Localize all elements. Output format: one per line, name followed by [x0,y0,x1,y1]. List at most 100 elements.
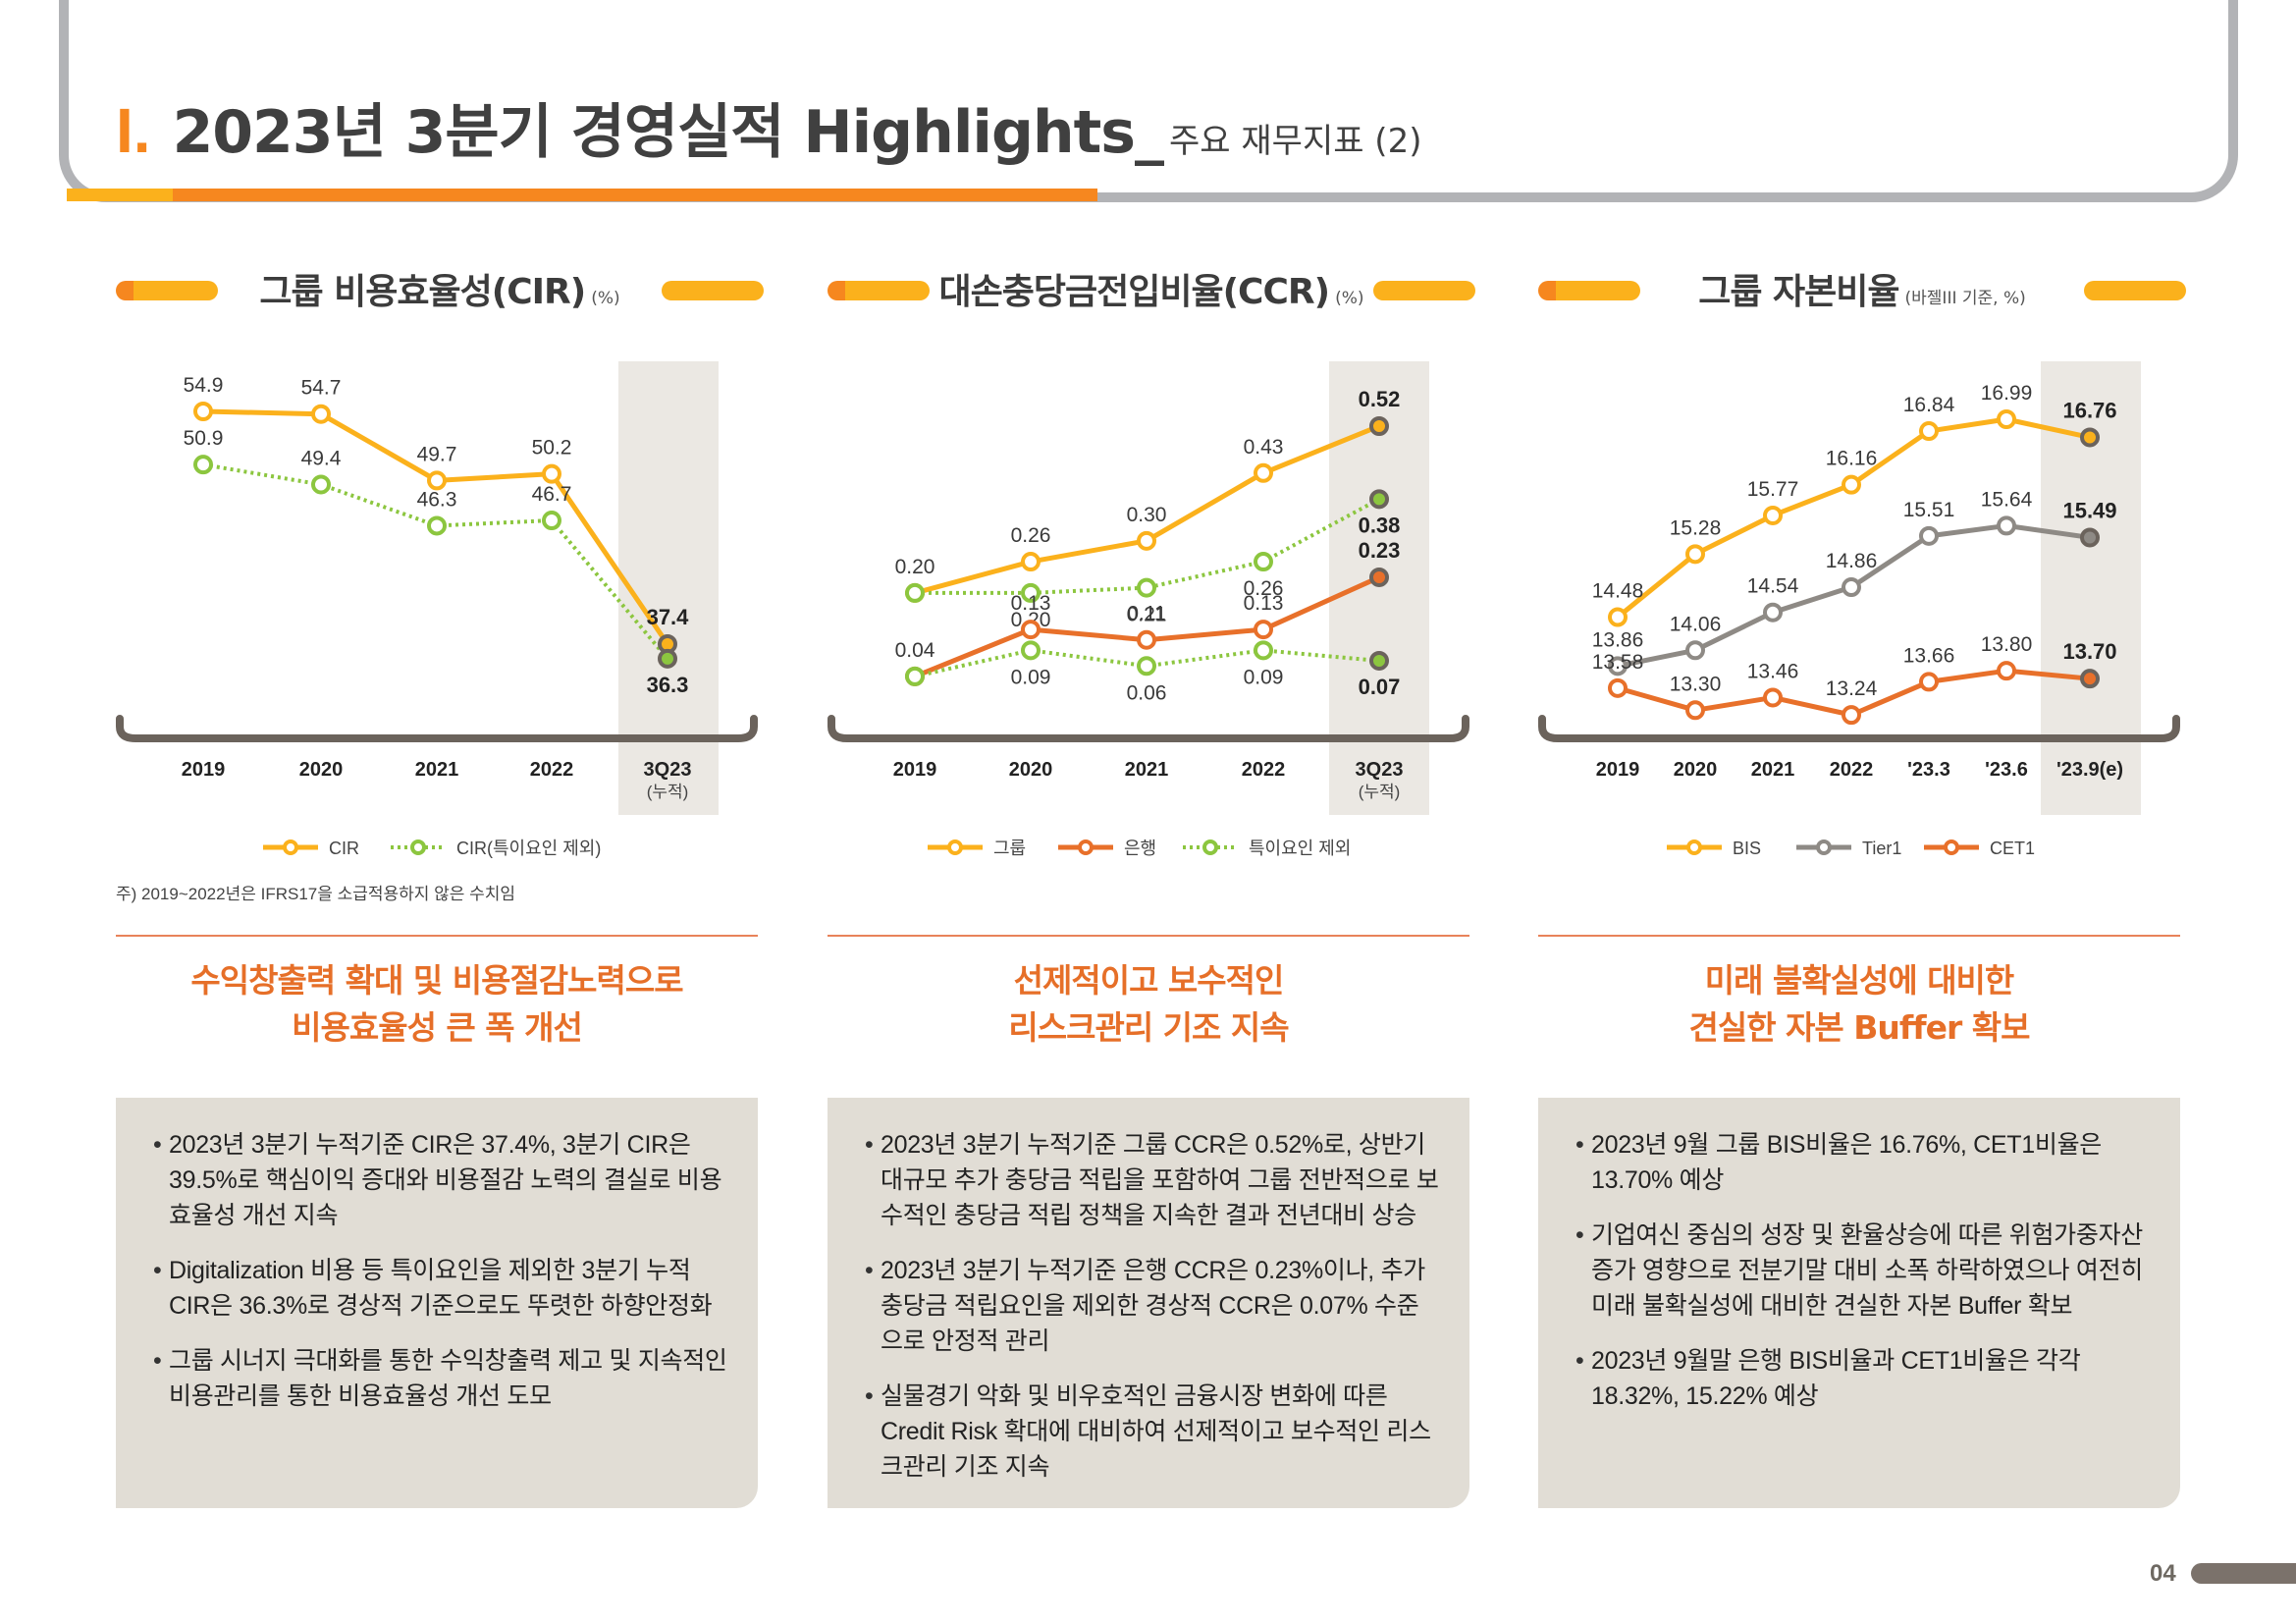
data-label: 0.13 [1244,592,1284,615]
x-tick-label: 2022 [1242,759,1286,781]
data-label: 0.21 [1127,604,1167,626]
summary-box-cir: 2023년 3분기 누적기준 CIR은 37.4%, 3분기 CIR은 39.5… [116,1098,758,1508]
data-label: 13.30 [1670,673,1722,695]
legend-marker [1686,839,1702,855]
data-label: 0.30 [1127,504,1167,526]
data-label: 37.4 [647,605,690,629]
data-point [1021,552,1041,572]
data-point [1608,677,1628,698]
legend-label: CET1 [1990,839,2035,858]
x-tick-label: 2021 [1125,759,1169,781]
bullet-item: 2023년 3분기 누적기준 은행 CCR은 0.23%이나, 추가 충당금 적… [865,1253,1440,1359]
data-label: 50.2 [532,437,572,460]
data-label: 13.66 [1903,644,1955,667]
data-label: 0.38 [1359,513,1401,537]
data-label: 14.54 [1747,575,1799,598]
divider [1538,935,2180,937]
legend-marker [283,839,298,855]
legend-label: 그룹 [993,839,1026,858]
data-point [658,648,677,669]
headline-line: 미래 불확실성에 대비한 [1704,961,2015,1000]
legend-item: Tier1 [1796,839,1901,858]
header-frame [59,0,2238,202]
legend-item: 그룹 [928,839,1026,858]
data-point [2080,427,2100,448]
data-point [1369,567,1389,587]
x-tick-label: 2020 [1674,759,1718,781]
data-label: 13.80 [1981,633,2033,656]
data-point [1997,409,2016,429]
data-point [1254,640,1273,661]
data-point [1254,462,1273,483]
data-point [1685,640,1705,661]
data-point [1021,640,1041,661]
data-label: 0.06 [1127,681,1167,704]
data-point [905,666,925,686]
page-title: I. 2023년 3분기 경영실적 Highlights_ 주요 재무지표 (2… [116,84,1421,167]
x-tick-label: 3Q23 [1356,759,1404,781]
legend-item: CIR(특이요인 제외) [391,839,601,858]
legend-item: CIR [263,839,359,858]
data-point [1137,629,1156,650]
legend-item: 은행 [1058,839,1156,858]
page-title-main: 2023년 3분기 경영실적 Highlights_ [172,98,1164,167]
section-unit: (바젤III 기준, %) [1904,289,2026,308]
data-point [1842,577,1861,598]
summary-box-capital: 2023년 9월 그룹 BIS비율은 16.76%, CET1비율은 13.70… [1538,1098,2180,1508]
headline-cir: 수익창출력 확대 및 비용절감노력으로 비용효율성 큰 폭 개선 [116,957,758,1052]
data-point [427,470,447,491]
data-point [1369,650,1389,671]
data-label: 16.76 [2062,398,2116,422]
data-point [905,582,925,603]
bullet-item: 2023년 3분기 누적기준 CIR은 37.4%, 3분기 CIR은 39.5… [153,1127,728,1233]
data-point [311,474,331,495]
data-point [1919,421,1939,442]
data-point [542,463,561,484]
section-header-ccr: 대손충당금전입비율(CCR) (%) [828,263,1475,320]
data-label: 0.52 [1359,387,1401,411]
data-label: 54.9 [184,374,224,397]
summary-box-ccr: 2023년 3분기 누적기준 그룹 CCR은 0.52%로, 상반기 대규모 추… [828,1098,1469,1508]
data-point [1842,705,1861,726]
legend-label: CIR [329,839,359,858]
section-unit: (%) [1335,289,1364,308]
data-label: 36.3 [647,673,689,697]
data-label: 13.24 [1826,677,1878,700]
x-tick-label: 2019 [893,759,937,781]
data-point [1369,416,1389,436]
bullet-item: 2023년 3분기 누적기준 그룹 CCR은 0.52%로, 상반기 대규모 추… [865,1127,1440,1233]
headline-ccr: 선제적이고 보수적인 리스크관리 기조 지속 [828,957,1469,1052]
data-point [2080,527,2100,548]
data-point [1842,474,1861,495]
data-point [1763,687,1783,708]
data-point [1919,672,1939,692]
x-tick-label: 2019 [1596,759,1640,781]
x-tick-label: 2020 [299,759,344,781]
x-tick-label: '23.3 [1907,759,1950,781]
x-tick-label: 2021 [1751,759,1795,781]
data-label: 0.43 [1244,436,1284,459]
pill-decoration [1373,281,1475,300]
legend-marker [1944,839,1959,855]
data-label: 46.7 [532,483,572,506]
headline-capital: 미래 불확실성에 대비한 견실한 자본 Buffer 확보 [1538,957,2180,1052]
x-tick-label: 2019 [182,759,226,781]
data-label: 14.48 [1592,580,1644,603]
data-label: 0.04 [895,639,935,662]
data-point [1137,530,1156,551]
headline-line: 견실한 자본 Buffer 확보 [1688,1008,2030,1047]
legend-marker [1816,839,1832,855]
data-point [1919,525,1939,546]
chart-2: 2019 2020 2021 2022 '23.3 '23.6 '23.9(e) 14.48 1… [1538,361,2180,858]
data-label: 54.7 [301,377,342,400]
section-unit: (%) [591,289,620,308]
data-label: 46.3 [417,488,457,511]
data-point [1685,544,1705,565]
headline-line: 비용효율성 큰 폭 개선 [292,1008,583,1047]
headline-line: 리스크관리 기조 지속 [1008,1008,1289,1047]
chart-0: 2019 2020 2021 2022 3Q23 (누적) 54.9 54.7 49.7 50.2… [116,361,758,858]
section-title: 그룹 비용효율성(CIR) [259,272,586,312]
header-accent-bar [67,189,173,201]
data-point [193,402,213,421]
data-point [542,511,561,531]
